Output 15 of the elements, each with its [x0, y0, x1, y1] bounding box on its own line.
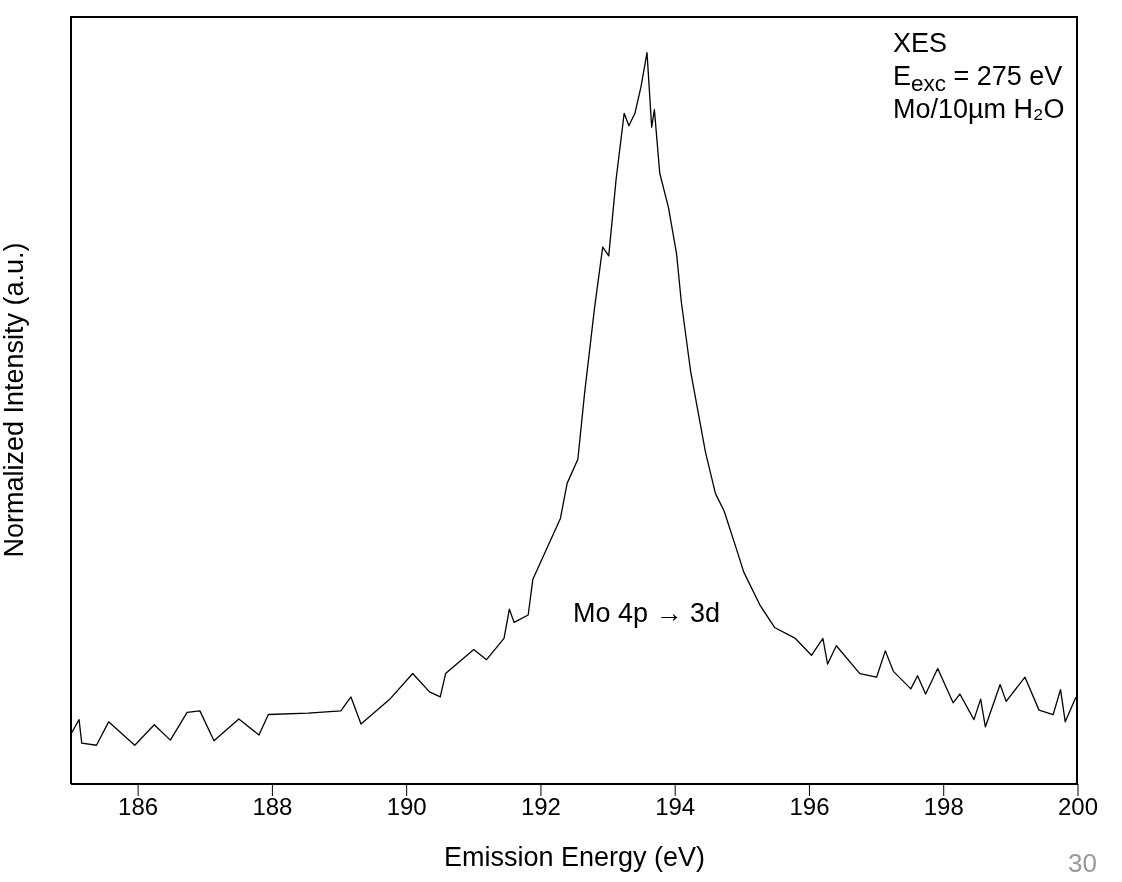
x-axis-title: Emission Energy (eV)	[443, 842, 706, 872]
x-tick-label: 198	[923, 793, 964, 821]
x-tick-label: 194	[655, 793, 696, 821]
x-tick-label: 196	[789, 793, 830, 821]
x-tick-label: 186	[118, 793, 159, 821]
text: 30	[1068, 848, 1097, 879]
x-tick-label: 188	[252, 793, 293, 821]
y-axis-title: Normalized Intensity (a.u.)	[0, 242, 30, 558]
annotation: E$_{exc}$ = 275 eV	[893, 61, 1063, 97]
annotation: XES	[893, 28, 948, 59]
x-tick-label: 192	[520, 793, 561, 821]
x-tick-label: 190	[386, 793, 427, 821]
annotation: Mo/10µm H₂O	[893, 94, 1065, 125]
x-tick-label: 200	[1057, 793, 1099, 821]
annotation: Mo 4p → 3d	[573, 598, 721, 629]
